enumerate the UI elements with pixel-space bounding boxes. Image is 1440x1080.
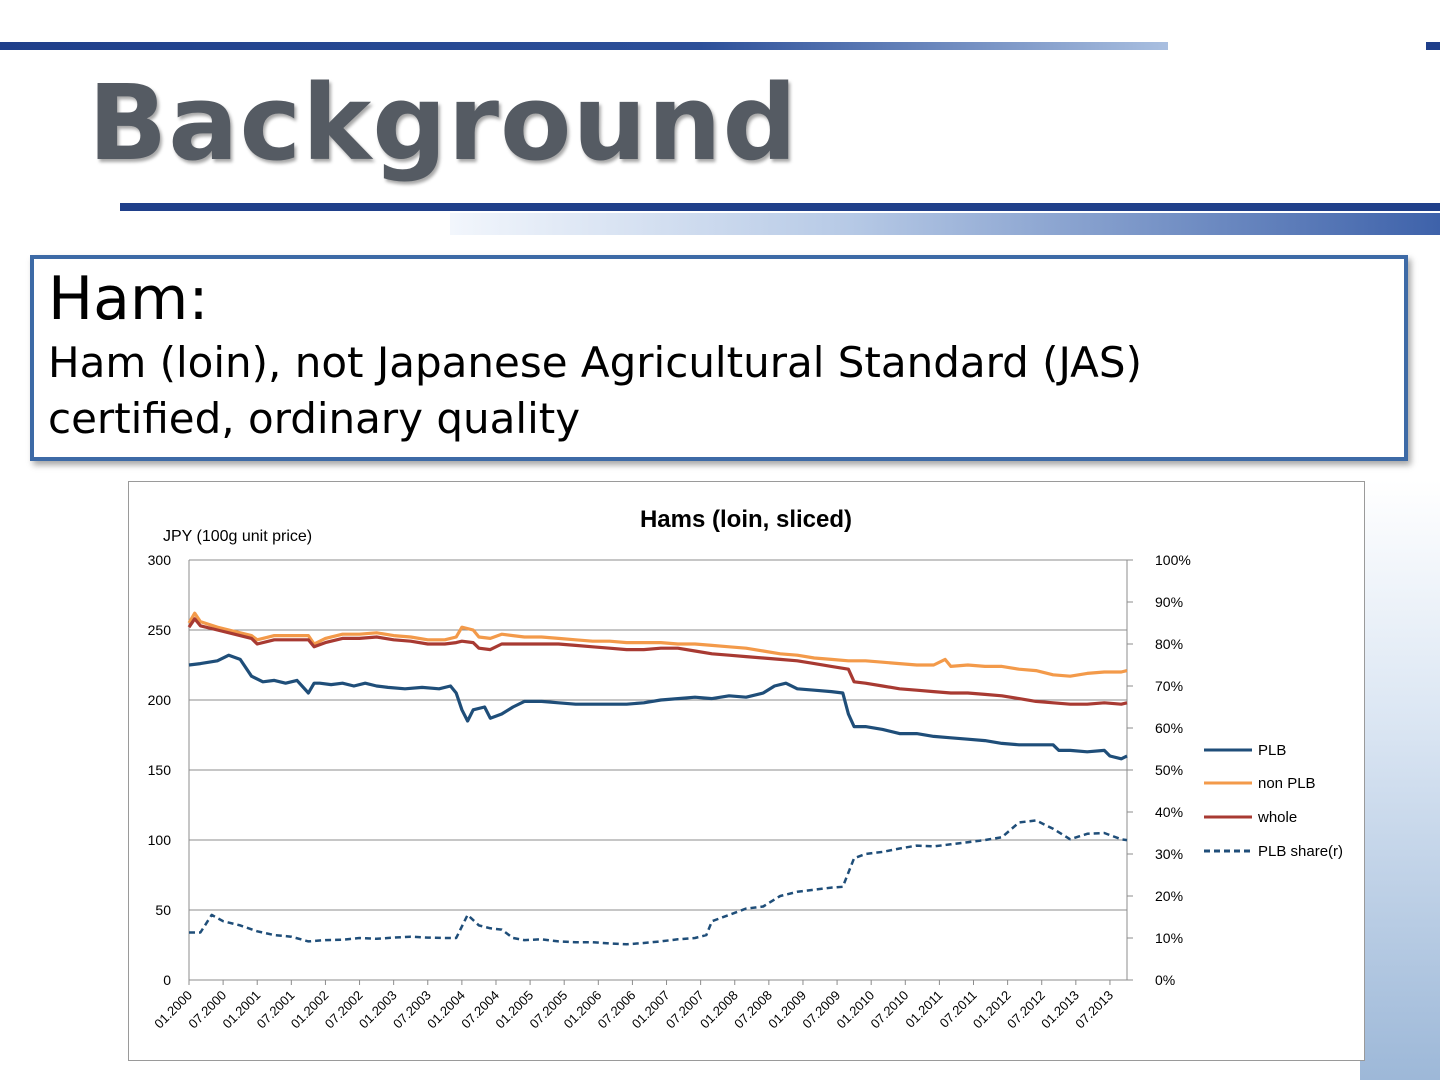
- legend-label: non PLB: [1258, 775, 1316, 792]
- y-tick-label: 150: [148, 762, 172, 778]
- y-tick-label: 50: [155, 902, 171, 918]
- info-box: Ham: Ham (loin), not Japanese Agricultur…: [30, 255, 1408, 461]
- line-chart: Hams (loin, sliced) JPY (100g unit price…: [148, 506, 1343, 1031]
- box-line-2: certified, ordinary quality: [48, 394, 581, 443]
- y-tick-label: 300: [148, 552, 172, 568]
- legend-label: PLB share(r): [1258, 843, 1343, 860]
- y2-tick-label: 30%: [1155, 846, 1183, 862]
- background-decoration: [1360, 480, 1440, 1080]
- series-line-plb-share-r-: [189, 819, 1128, 946]
- box-body: Ham (loin), not Japanese Agricultural St…: [48, 335, 1390, 447]
- series-line-plb: [188, 653, 1128, 761]
- title-underline-gradient-bar: [450, 213, 1440, 235]
- slide-title: Background: [88, 62, 798, 184]
- x-tick-label: 07.2010: [868, 988, 912, 1032]
- y-tick-label: 250: [148, 622, 172, 638]
- y-tick-label: 0: [163, 972, 171, 988]
- box-title: Ham:: [48, 264, 209, 334]
- y2-tick-label: 20%: [1155, 888, 1183, 904]
- series-line-whole: [187, 617, 1128, 706]
- box-line-1: Ham (loin), not Japanese Agricultural St…: [48, 338, 1142, 387]
- y2-tick-label: 90%: [1155, 594, 1183, 610]
- y2-tick-label: 60%: [1155, 720, 1183, 736]
- header-top-bar: [0, 42, 1168, 50]
- series-line-non-plb: [187, 611, 1128, 678]
- series-layer: [187, 611, 1128, 946]
- title-underline-bar: [120, 203, 1440, 211]
- y2-tick-label: 40%: [1155, 804, 1183, 820]
- x-tick-label: 07.2013: [1072, 988, 1116, 1032]
- y2-tick-label: 50%: [1155, 762, 1183, 778]
- chart-frame: Hams (loin, sliced) JPY (100g unit price…: [128, 481, 1365, 1061]
- y2-tick-label: 80%: [1155, 636, 1183, 652]
- header-top-bar-right-mark: [1426, 42, 1440, 50]
- y-tick-label: 100: [148, 832, 172, 848]
- legend-layer: PLB non PLB whole PLB share(r): [1204, 742, 1343, 860]
- y-tick-label: 200: [148, 692, 172, 708]
- axis-layer: 0 50 100 150 200 250 300 0% 10% 20% 30% 40% 50% 60% 70…: [148, 552, 1191, 1031]
- y2-tick-label: 70%: [1155, 678, 1183, 694]
- y2-tick-label: 0%: [1155, 972, 1175, 988]
- y2-tick-label: 100%: [1155, 552, 1191, 568]
- legend-label: whole: [1257, 809, 1297, 826]
- x-tick-label: 01.2011: [902, 988, 945, 1031]
- y2-tick-label: 10%: [1155, 930, 1183, 946]
- grid-layer: [189, 559, 1127, 981]
- legend-label: PLB: [1258, 742, 1286, 759]
- y-axis-label: JPY (100g unit price): [163, 528, 312, 545]
- chart-title: Hams (loin, sliced): [640, 506, 852, 533]
